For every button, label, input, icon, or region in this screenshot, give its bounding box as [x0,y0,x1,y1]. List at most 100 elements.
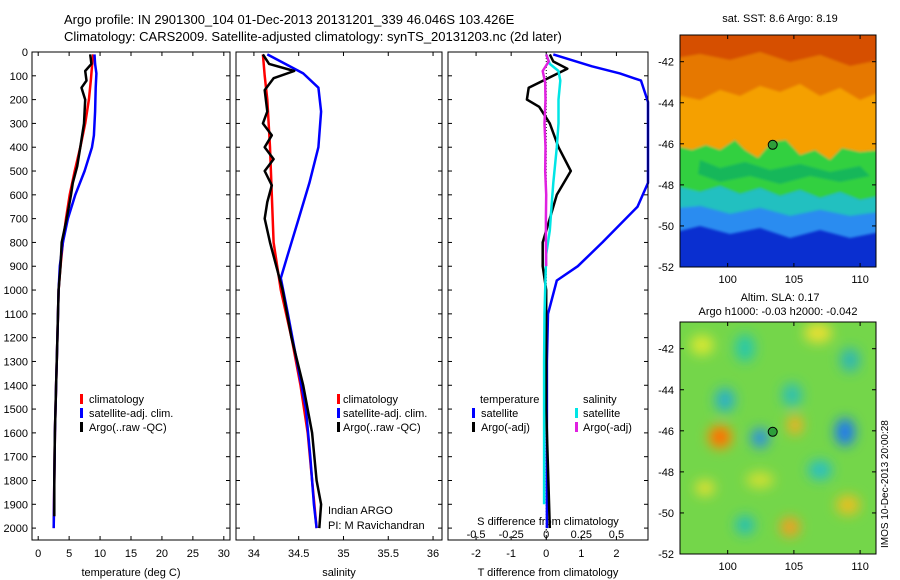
sla-map: -42 -44 -46 -48 -50 -52 100 105 110 [658,321,877,573]
plot-frame [447,51,649,541]
y-tick-label: 800 [10,237,28,249]
map-y-tick-label: -52 [658,262,674,274]
chart-title-line1: Argo profile: IN 2901300_104 01-Dec-2013… [64,12,515,27]
sst-map-title: sat. SST: 8.6 Argo: 8.19 [722,13,838,25]
y-tick-label: 1900 [4,499,28,511]
map-x-tick-label: 110 [851,274,869,286]
series-line-argo-raw-qc [53,54,93,517]
y-tick-label: 400 [10,142,28,154]
y-tick-label: 1100 [4,309,28,321]
legend-swatch-satellite-adj [337,408,340,418]
legend-label-temp-argo: Argo(-adj) [481,422,530,434]
legend-label-climatology: climatology [89,394,145,406]
y-tick-label: 1500 [4,404,28,416]
y-tick-label: 900 [10,261,28,273]
plot-frame [31,51,231,541]
x-tick-label: 25 [187,548,199,560]
map-y-tick-label: -48 [658,180,674,192]
annotation-indian-argo: Indian ARGO [328,505,393,517]
y-tick-label: 100 [10,71,28,83]
sst-field [680,35,876,238]
sla-map-y-axis: -42 -44 -46 -48 -50 -52 [658,344,876,561]
secondary-x-tick-label: 0.5 [609,529,624,541]
legend-label-sal-satellite: satellite [583,408,620,420]
secondary-x-tick-label: -0.25 [499,529,524,541]
sst-map-x-axis: 100 105 110 [718,35,869,286]
temperature-legend: climatology satellite-adj. clim. Argo(..… [80,394,173,434]
sla-map-title-line2: Argo h1000: -0.03 h2000: -0.042 [698,306,858,318]
x-axis-label: temperature (deg C) [81,567,180,579]
series-line-temperature-satellite [545,53,650,529]
x-tick-label: -2 [471,548,481,560]
legend-swatch-sal-satellite [575,408,578,418]
map-y-tick-label: -48 [658,467,674,479]
map-y-tick-label: -52 [658,549,674,561]
y-tick-label: 200 [10,95,28,107]
map-y-tick-label: -44 [658,98,674,110]
x-tick-label: 35.5 [378,548,399,560]
x-tick-label: 35 [337,548,349,560]
map-x-tick-label: 110 [851,561,869,573]
map-x-tick-label: 100 [718,561,736,573]
map-y-tick-label: -42 [658,344,674,356]
sla-field [690,323,860,537]
x-axis-label: salinity [322,567,356,579]
x-tick-label: 1 [578,548,584,560]
y-tick-label: 1000 [4,285,28,297]
secondary-x-axis-label: S difference from climatology [477,516,619,528]
salinity-legend: climatology satellite-adj. clim. Argo(..… [328,394,427,532]
series-line-salinity-argo-adj [541,53,550,267]
legend-swatch-temp-satellite [472,408,475,418]
x-tick-label: 0 [543,548,549,560]
x-tick-label: 20 [156,548,168,560]
legend-title-salinity: salinity [583,394,617,406]
x-tick-label: 10 [94,548,106,560]
legend-swatch-argo [80,422,83,432]
map-y-tick-label: -50 [658,508,674,520]
argo-float-marker-sst [767,139,778,150]
secondary-x-tick-label: 0.25 [571,529,592,541]
x-tick-label: 34.5 [288,548,309,560]
annotation-pi: PI: M Ravichandran [328,520,425,532]
legend-label-satellite-adj: satellite-adj. clim. [343,408,427,420]
argo-float-marker-sla [767,426,778,437]
plot-frame [235,51,443,541]
map-y-tick-label: -46 [658,426,674,438]
legend-swatch-satellite-adj [80,408,83,418]
legend-label-climatology: climatology [343,394,399,406]
legend-label-temp-satellite: satellite [481,408,518,420]
y-tick-label: 300 [10,118,28,130]
difference-legend: temperature salinity satellite Argo(-adj… [472,394,632,434]
y-tick-label: 0 [22,47,28,59]
x-axis-label: T difference from climatology [478,567,619,579]
x-tick-label: 2 [613,548,619,560]
sla-map-frame [679,321,877,555]
legend-title-temperature: temperature [480,394,539,406]
x-tick-label: 34 [248,548,260,560]
legend-label-argo: Argo(..raw -QC) [89,422,167,434]
sst-map: -42 -44 -46 -48 -50 -52 100 105 110 [658,34,877,286]
map-y-tick-label: -44 [658,385,674,397]
map-x-tick-label: 105 [785,561,803,573]
legend-label-argo: Argo(..raw -QC) [343,422,421,434]
chart-title-line2: Climatology: CARS2009. Satellite-adjuste… [64,29,562,44]
x-tick-label: 15 [125,548,137,560]
legend-swatch-sal-argo [575,422,578,432]
map-x-tick-label: 100 [718,274,736,286]
y-tick-label: 1200 [4,333,28,345]
y-tick-label: 1700 [4,452,28,464]
sla-map-x-axis: 100 105 110 [718,322,869,573]
map-y-tick-label: -42 [658,57,674,69]
x-tick-label: 0 [35,548,41,560]
x-tick-label: 5 [66,548,72,560]
y-tick-label: 500 [10,166,28,178]
sst-map-frame [679,34,877,268]
x-tick-label: 36 [427,548,439,560]
sst-map-y-axis: -42 -44 -46 -48 -50 -52 [658,57,876,274]
y-tick-label: 1600 [4,428,28,440]
y-tick-label: 700 [10,214,28,226]
y-tick-label: 1400 [4,380,28,392]
series-line-climatology [261,54,318,529]
